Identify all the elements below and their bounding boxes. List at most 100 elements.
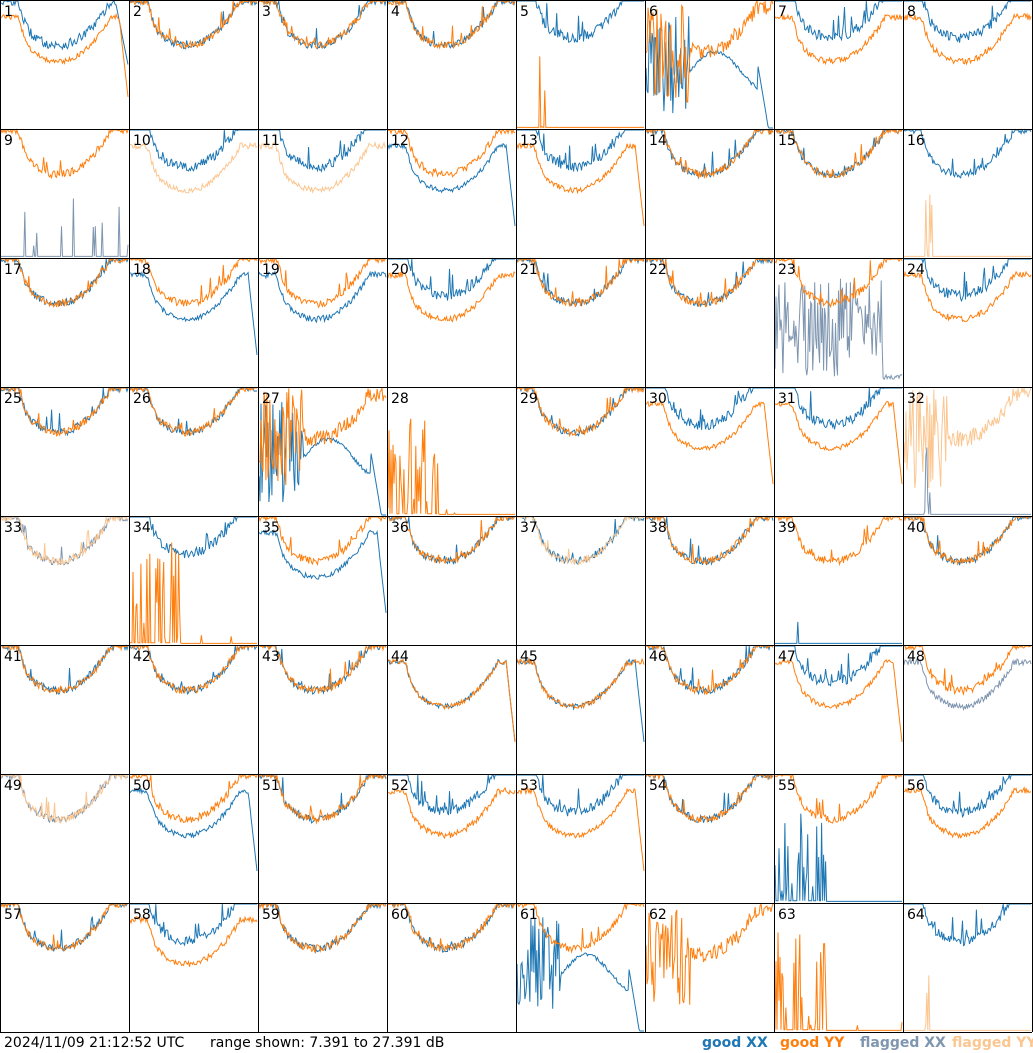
panel-61-label: 61 xyxy=(520,907,538,923)
panel-38-yy-line xyxy=(645,515,774,566)
panel-5: 5 xyxy=(517,0,644,129)
panel-15: 15 xyxy=(775,128,903,179)
panel-27-yy-line xyxy=(258,387,387,486)
panel-34-label: 34 xyxy=(133,520,151,536)
panel-54-yy-line xyxy=(645,774,774,824)
panel-5-label: 5 xyxy=(520,4,529,20)
panel-19: 19 xyxy=(258,257,387,324)
panel-43-label: 43 xyxy=(262,649,280,665)
panel-58: 58 xyxy=(129,903,258,967)
panel-19-xx-line xyxy=(258,270,387,324)
panel-10-label: 10 xyxy=(133,133,151,149)
panel-39-xx-line xyxy=(775,621,902,644)
panel-33-yy-line xyxy=(0,515,129,566)
panel-55-xx-line xyxy=(774,813,902,902)
panel-35-yy-line xyxy=(258,515,387,566)
panel-43-yy-line xyxy=(259,644,387,694)
panel-63-yy-line xyxy=(774,932,903,1031)
panel-54: 54 xyxy=(645,773,774,824)
panel-15-label: 15 xyxy=(778,133,796,149)
panel-24: 24 xyxy=(903,258,1032,323)
panel-57: 57 xyxy=(0,902,128,952)
panel-40-yy-line xyxy=(903,515,1031,567)
panel-46-yy-line xyxy=(646,644,774,696)
panel-35: 35 xyxy=(258,515,387,613)
panel-25: 25 xyxy=(0,386,129,437)
panel-19-label: 19 xyxy=(262,262,280,278)
panel-1-label: 1 xyxy=(4,4,13,20)
panel-21-label: 21 xyxy=(520,262,538,278)
panel-61-xx-line xyxy=(516,917,644,1032)
panel-24-yy-line xyxy=(903,270,1032,323)
panel-51-label: 51 xyxy=(262,778,280,794)
panel-62: 62 xyxy=(645,902,774,1005)
panel-7-yy-line xyxy=(774,13,903,66)
panel-53-xx-line xyxy=(517,773,644,817)
panel-36-yy-line xyxy=(387,515,516,564)
panel-30: 30 xyxy=(645,387,774,484)
panel-55-label: 55 xyxy=(778,778,796,794)
panel-9-xx-line xyxy=(1,198,129,257)
panel-45-yy-line xyxy=(516,657,645,710)
legend-flagged-xx: flagged XX xyxy=(860,1035,946,1051)
panel-9-yy-line xyxy=(0,128,129,180)
panel-51-yy-line xyxy=(258,773,387,825)
panel-63: 63 xyxy=(774,907,903,1031)
panel-10-yy-line xyxy=(129,141,258,194)
panel-38: 38 xyxy=(645,515,774,566)
panel-52-yy-line xyxy=(387,786,516,840)
panel-46: 46 xyxy=(646,644,774,696)
panel-59: 59 xyxy=(258,902,387,955)
panel-5-xx-line xyxy=(517,0,644,43)
panel-56-xx-line xyxy=(904,773,1031,818)
timestamp: 2024/11/09 21:12:52 UTC xyxy=(4,1035,185,1051)
panel-48: 48 xyxy=(903,644,1032,711)
panel-7-xx-line xyxy=(775,0,902,42)
panel-7-label: 7 xyxy=(778,4,787,20)
panel-6-yy-line xyxy=(645,0,774,104)
panel-58-label: 58 xyxy=(133,907,151,923)
panel-35-label: 35 xyxy=(262,520,280,536)
panel-4-label: 4 xyxy=(391,4,400,20)
panel-41-yy-line xyxy=(1,644,129,695)
panel-29-yy-line xyxy=(516,386,645,438)
panel-23-label: 23 xyxy=(778,262,796,278)
panel-55-yy-line xyxy=(774,773,903,824)
panel-42-label: 42 xyxy=(133,649,151,665)
panel-46-label: 46 xyxy=(649,649,667,665)
panel-34: 34 xyxy=(130,516,257,644)
panel-48-label: 48 xyxy=(907,649,925,665)
panel-32-label: 32 xyxy=(907,391,925,407)
panel-32: 32 xyxy=(903,387,1032,515)
panel-21: 21 xyxy=(516,257,645,308)
panel-64-yy-line xyxy=(904,975,1031,1031)
panel-30-label: 30 xyxy=(649,391,667,407)
panel-50: 50 xyxy=(129,773,258,871)
panel-55: 55 xyxy=(774,773,903,902)
panel-18-label: 18 xyxy=(133,262,151,278)
panel-51: 51 xyxy=(258,773,387,825)
panel-29: 29 xyxy=(516,386,645,438)
panel-47: 47 xyxy=(774,645,903,742)
panel-37-label: 37 xyxy=(520,520,538,536)
panel-52: 52 xyxy=(387,774,516,840)
panel-49: 49 xyxy=(0,773,129,824)
panel-58-yy-line xyxy=(129,915,258,967)
panel-40: 40 xyxy=(903,515,1032,567)
panel-28-label: 28 xyxy=(391,391,409,407)
panel-18-xx-line xyxy=(129,271,258,355)
panel-19-yy-line xyxy=(258,257,386,309)
panel-60: 60 xyxy=(387,902,516,953)
panel-16-xx-line xyxy=(903,128,1032,179)
panel-38-label: 38 xyxy=(649,520,667,536)
panel-17-label: 17 xyxy=(4,262,22,278)
panel-8-label: 8 xyxy=(907,4,916,20)
panel-44-label: 44 xyxy=(391,649,409,665)
panel-27-xx-line xyxy=(258,402,386,516)
panel-39-label: 39 xyxy=(778,520,796,536)
panel-57-yy-line xyxy=(0,902,128,952)
panel-47-label: 47 xyxy=(778,649,796,665)
panel-23: 23 xyxy=(774,257,903,381)
panel-48-xx-line xyxy=(903,657,1032,711)
panel-49-yy-line xyxy=(0,773,128,824)
